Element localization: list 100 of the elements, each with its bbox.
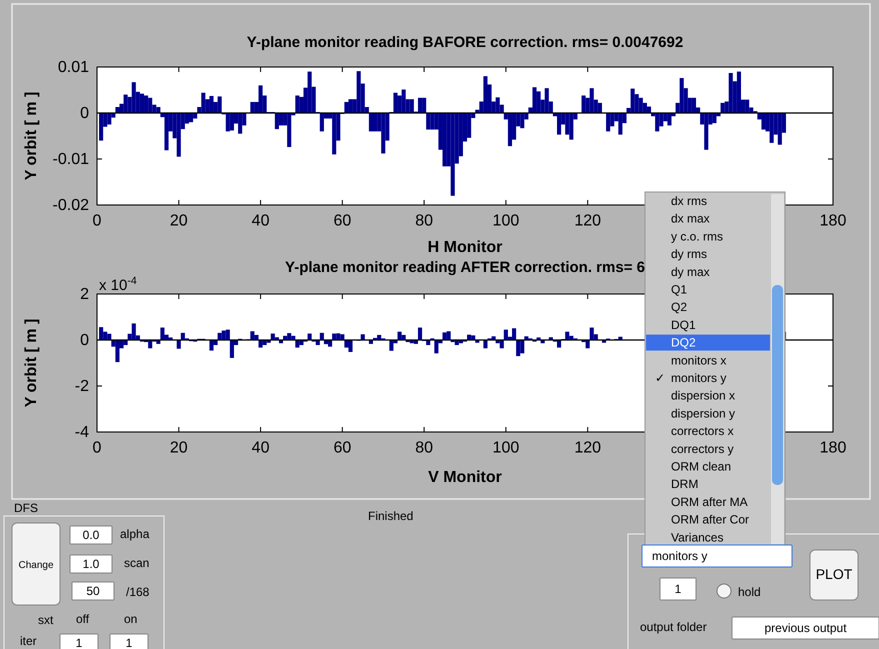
bar (160, 328, 164, 340)
bar (483, 76, 488, 113)
y-tick-label: 0 (80, 332, 90, 350)
x-tick-label: 180 (820, 212, 846, 230)
x-tick-label: 80 (415, 212, 434, 230)
bar (483, 340, 488, 348)
y-tick-label: 0 (80, 105, 90, 122)
bar (680, 78, 684, 113)
text: on (124, 612, 138, 626)
text: Change (18, 560, 54, 571)
y-tick-label: -0.01 (52, 151, 90, 168)
bar (565, 332, 570, 340)
x-tick-label: 120 (574, 439, 602, 456)
text: y c.o. rms (671, 229, 724, 244)
bar (393, 92, 398, 113)
bar (368, 113, 373, 132)
bar (189, 113, 194, 122)
bar (295, 340, 300, 348)
bar (132, 82, 136, 113)
bar (222, 330, 226, 340)
bar (238, 113, 242, 134)
bar (124, 94, 128, 113)
bar (638, 98, 643, 113)
text: correctors y (671, 442, 734, 456)
bar (712, 113, 716, 124)
bar (278, 113, 284, 126)
bar (430, 113, 434, 130)
bar (209, 96, 214, 113)
bar (308, 72, 312, 113)
bar (646, 106, 652, 113)
text: dx max (671, 212, 710, 226)
bar (667, 113, 672, 126)
bar (274, 113, 279, 130)
bar (373, 113, 378, 132)
bar (201, 92, 206, 113)
bar (569, 113, 574, 140)
bar (348, 340, 353, 352)
annotation: monitors y (671, 371, 726, 385)
y-tick-label: 0.01 (58, 59, 90, 76)
text: sxt (38, 613, 54, 627)
bar (557, 113, 562, 135)
text: alpha (120, 527, 150, 541)
bar (467, 113, 472, 138)
text: 0.0 (82, 528, 100, 542)
bar (582, 96, 586, 113)
bar (536, 91, 541, 113)
text: DFS (14, 501, 38, 515)
bar (410, 99, 414, 113)
bar (144, 96, 148, 113)
bar (761, 113, 766, 130)
bar (692, 98, 696, 113)
bar (250, 102, 254, 113)
x-tick-label: 40 (252, 439, 270, 456)
bar (442, 332, 447, 340)
y-tick-label: -0.02 (52, 197, 90, 214)
bar (230, 113, 234, 130)
x-tick-label: 100 (492, 439, 520, 456)
bar (132, 323, 136, 340)
bar (344, 340, 348, 348)
bar (516, 340, 520, 356)
bar (442, 113, 447, 166)
chart-title: Y-plane monitor reading BAFORE correction. rms= 0.0047692 (246, 34, 684, 51)
bar (99, 113, 104, 141)
bar (356, 71, 361, 113)
text: 1 (76, 636, 83, 649)
bar (508, 113, 512, 146)
x-tick-label: 120 (574, 212, 602, 230)
bar (778, 113, 782, 145)
text: DRM (671, 477, 698, 492)
text: 50 (86, 584, 100, 598)
x-tick-label: 20 (170, 212, 188, 230)
bar (728, 72, 733, 113)
text: Finished (368, 509, 414, 523)
text: dy max (671, 264, 710, 279)
bar (532, 87, 537, 113)
bar (148, 98, 152, 113)
text: ORM after Cor (671, 512, 750, 527)
bar (99, 327, 104, 340)
x-axis-title: V Monitor (428, 469, 502, 486)
bar (258, 340, 263, 348)
text: 1.0 (82, 557, 100, 571)
bar (520, 113, 524, 128)
bar (348, 99, 353, 113)
bar (344, 102, 348, 113)
bar (557, 340, 562, 348)
bar (512, 328, 516, 340)
x-axis-title: H Monitor (428, 239, 502, 256)
x-tick-label: 40 (252, 212, 270, 230)
bar (336, 333, 340, 340)
bar (156, 107, 160, 113)
annotation: monitors x (671, 353, 726, 368)
bar (258, 85, 263, 113)
bar (115, 340, 120, 362)
y-tick-label: -2 (74, 378, 90, 396)
bar (590, 328, 594, 340)
annotation: DQ2 (671, 336, 696, 350)
bar (586, 340, 590, 348)
bar (467, 334, 472, 340)
bar (209, 340, 214, 351)
bar (381, 113, 386, 154)
